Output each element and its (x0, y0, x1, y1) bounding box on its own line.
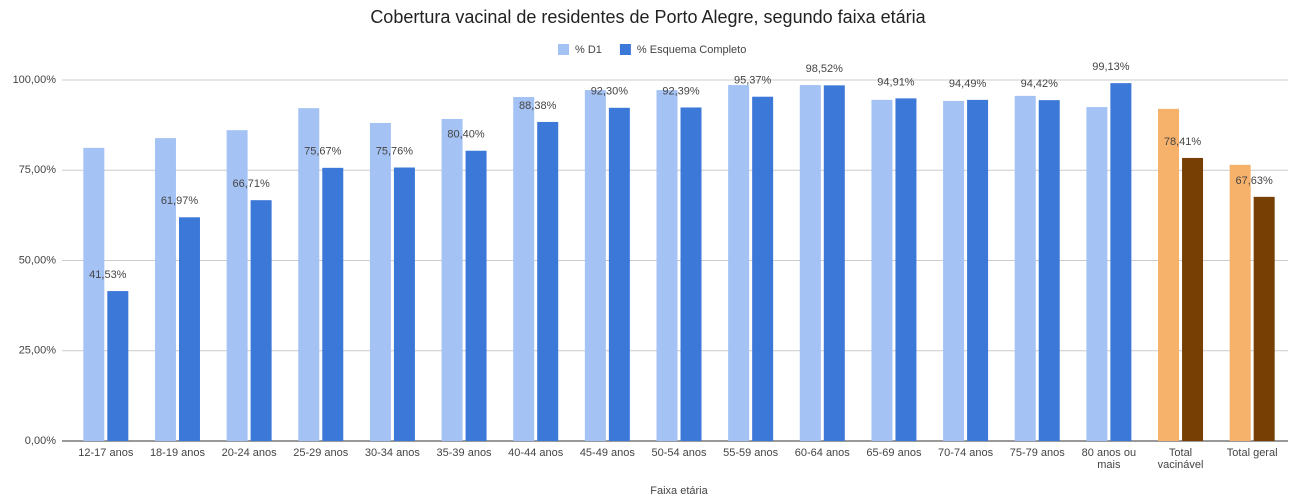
data-label: 92,39% (662, 85, 700, 97)
bar (154, 138, 176, 441)
bar (83, 147, 105, 442)
x-tick-label: 12-17 anos (78, 447, 134, 459)
bar (680, 107, 702, 441)
bar (728, 85, 750, 441)
bar (369, 122, 391, 442)
bar (799, 85, 821, 441)
legend-label: % D1 (575, 44, 602, 56)
data-label: 78,41% (1164, 136, 1202, 148)
bar (1158, 108, 1180, 441)
y-tick-label: 50,00% (19, 254, 57, 266)
bar (823, 85, 845, 441)
data-label: 98,52% (806, 63, 844, 75)
data-label: 67,63% (1236, 175, 1274, 187)
bar (513, 96, 535, 441)
bar (1038, 100, 1060, 441)
data-label: 75,76% (376, 145, 414, 157)
x-tick-label: 50-54 anos (651, 447, 707, 459)
bar (608, 107, 630, 441)
x-tick-label: 60-64 anos (794, 447, 850, 459)
bar (967, 99, 989, 441)
bar (1229, 164, 1251, 441)
x-axis-label: Faixa etária (650, 485, 708, 497)
bar (752, 96, 774, 442)
bar (1110, 83, 1132, 442)
x-tick-label: 30-34 anos (364, 447, 420, 459)
x-tick-label: 40-44 anos (508, 447, 564, 459)
data-label: 61,97% (161, 195, 199, 207)
x-tick-label: 70-74 anos (938, 447, 994, 459)
y-tick-label: 0,00% (25, 435, 56, 447)
data-label: 92,30% (591, 86, 629, 98)
bar (537, 121, 559, 442)
y-tick-label: 25,00% (19, 345, 57, 357)
data-label: 99,13% (1092, 61, 1130, 73)
legend-label: % Esquema Completo (637, 44, 746, 56)
x-tick-label: 20-24 anos (221, 447, 277, 459)
bar (1014, 95, 1036, 441)
x-tick-label: 55-59 anos (723, 447, 779, 459)
x-tick-label: 75-79 anos (1009, 447, 1065, 459)
x-tick-label: 35-39 anos (436, 447, 492, 459)
data-label: 88,38% (519, 100, 557, 112)
legend-swatch (558, 44, 569, 55)
x-tick-label: 80 anos ou mais (1081, 447, 1137, 471)
data-label: 75,67% (304, 146, 342, 158)
data-label: 94,49% (949, 78, 987, 90)
bar (178, 217, 200, 441)
data-label: 95,37% (734, 75, 772, 87)
legend-swatch (619, 44, 631, 55)
x-tick-label: 65-69 anos (866, 447, 922, 459)
data-label: 94,91% (877, 76, 915, 88)
x-tick-label: Total geral (1226, 447, 1278, 459)
bar (226, 130, 248, 441)
data-label: 66,71% (232, 178, 270, 190)
bar (465, 150, 487, 442)
data-label: 80,40% (447, 129, 485, 141)
y-tick-label: 75,00% (19, 164, 57, 176)
bar (895, 98, 917, 441)
y-tick-label: 100,00% (13, 74, 57, 86)
bar (107, 291, 129, 441)
bar (250, 200, 272, 441)
x-tick-label: 45-49 anos (579, 447, 635, 459)
bar (584, 90, 606, 441)
data-label: 94,42% (1021, 78, 1059, 90)
x-tick-label: Total vacinável (1157, 447, 1204, 471)
bar (1253, 196, 1275, 441)
bar (1182, 157, 1204, 442)
bar (322, 167, 344, 441)
bar (298, 108, 320, 442)
bar (943, 100, 965, 442)
bar (441, 118, 463, 441)
x-tick-label: 18-19 anos (149, 447, 205, 459)
x-tick-label: 25-29 anos (293, 447, 349, 459)
bar (656, 90, 678, 441)
chart-title: Cobertura vacinal de residentes de Porto… (370, 7, 926, 27)
data-label: 41,53% (89, 269, 127, 281)
bar (871, 99, 893, 441)
bar (1086, 107, 1108, 441)
bar (393, 167, 415, 441)
